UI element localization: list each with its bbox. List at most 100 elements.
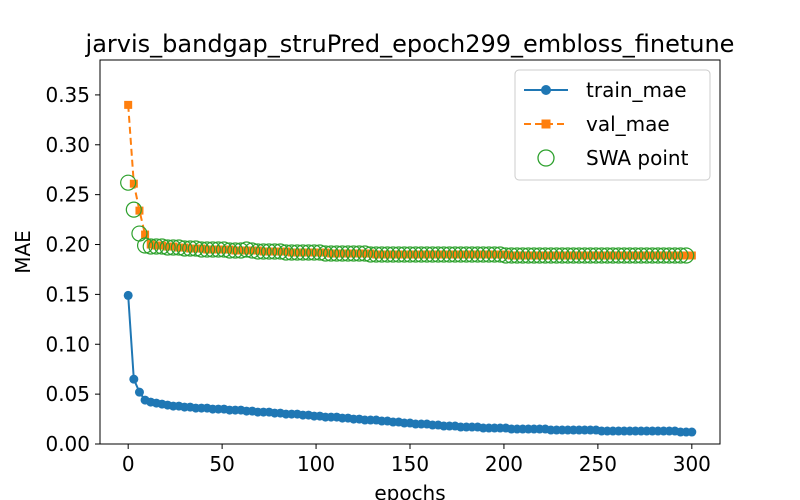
data-point	[120, 174, 137, 191]
data-point	[321, 248, 330, 257]
data-point	[272, 243, 289, 260]
data-point	[501, 250, 510, 259]
y-tick-label: 0.35	[45, 83, 90, 107]
data-point	[616, 247, 633, 264]
legend-val-label: val_mae	[586, 112, 670, 136]
data-point	[676, 251, 685, 260]
data-point	[332, 249, 341, 258]
data-point	[384, 246, 402, 263]
data-point	[180, 243, 189, 252]
data-point	[366, 249, 375, 258]
data-point	[225, 245, 234, 254]
y-axis-label: MAE	[11, 230, 35, 274]
data-point	[203, 245, 212, 254]
data-point	[649, 247, 667, 264]
data-point	[654, 251, 662, 260]
data-point	[186, 244, 195, 253]
data-point	[356, 245, 374, 262]
data-point	[452, 246, 469, 263]
data-point	[136, 237, 154, 254]
data-point	[621, 247, 638, 264]
data-point	[587, 247, 605, 264]
data-point	[563, 251, 572, 260]
data-point	[129, 374, 139, 384]
y-axis-ticks: 0.00 0.05 0.10 0.15 0.20 0.25 0.30 0.35	[45, 83, 100, 456]
data-point	[554, 247, 571, 264]
data-point	[306, 244, 323, 261]
data-point	[187, 240, 204, 257]
data-point	[204, 241, 221, 258]
data-point	[682, 251, 691, 260]
x-axis-ticks: 0 50 100 150 200 250 300	[122, 444, 711, 476]
data-point	[123, 290, 133, 300]
x-axis-label: epochs	[374, 481, 445, 500]
legend-swa-marker	[537, 149, 555, 167]
data-point	[648, 251, 657, 260]
data-point	[283, 244, 300, 261]
data-point	[625, 251, 634, 260]
data-point	[424, 246, 441, 263]
data-point	[576, 247, 593, 264]
data-point	[456, 250, 465, 259]
data-point	[435, 246, 452, 263]
data-point	[141, 230, 150, 239]
data-point	[445, 250, 454, 259]
data-point	[215, 241, 233, 258]
data-point	[610, 247, 627, 264]
data-point	[413, 246, 430, 263]
data-point	[632, 247, 650, 264]
data-point	[328, 245, 345, 262]
data-point	[492, 246, 509, 263]
data-point	[298, 248, 307, 257]
data-point	[559, 247, 576, 264]
data-point	[638, 247, 655, 264]
data-point	[214, 245, 223, 254]
data-point	[339, 245, 357, 262]
data-point	[441, 246, 458, 263]
data-point	[524, 251, 533, 260]
data-point	[552, 251, 561, 260]
data-point	[334, 245, 351, 262]
y-tick-label: 0.00	[45, 432, 90, 456]
data-point	[627, 247, 644, 264]
data-point	[176, 240, 193, 257]
data-point	[227, 242, 244, 259]
data-point	[503, 247, 520, 264]
x-tick-label: 100	[297, 452, 335, 476]
data-point	[259, 247, 268, 256]
data-point	[383, 250, 392, 259]
data-point	[614, 251, 623, 260]
data-point	[496, 250, 505, 259]
y-tick-label: 0.05	[45, 382, 90, 406]
data-point	[507, 251, 516, 260]
x-tick-label: 0	[122, 452, 135, 476]
data-point	[310, 248, 319, 257]
data-point	[480, 246, 498, 263]
data-point	[355, 249, 364, 258]
data-point	[338, 249, 347, 258]
data-point	[430, 246, 447, 263]
data-point	[372, 250, 381, 259]
data-point	[294, 244, 312, 261]
data-point	[401, 246, 419, 263]
data-point	[276, 247, 285, 256]
data-point	[125, 201, 142, 218]
legend-box	[514, 69, 711, 181]
data-point	[428, 250, 437, 259]
data-point	[232, 242, 250, 259]
legend-train-label: train_mae	[586, 78, 687, 102]
data-point	[518, 251, 527, 260]
legend: train_mae val_mae SWA point	[514, 69, 711, 181]
data-point	[570, 247, 588, 264]
data-point	[665, 251, 674, 260]
chart-title: jarvis_bandgap_struPred_epoch299_embloss…	[85, 30, 735, 58]
x-tick-label: 250	[579, 452, 617, 476]
data-point	[289, 244, 306, 261]
data-point	[231, 246, 240, 255]
data-point	[400, 250, 409, 259]
data-point	[537, 247, 554, 264]
data-point	[266, 243, 283, 260]
series-layer	[120, 100, 697, 437]
data-point	[446, 246, 464, 263]
data-point	[672, 247, 689, 264]
